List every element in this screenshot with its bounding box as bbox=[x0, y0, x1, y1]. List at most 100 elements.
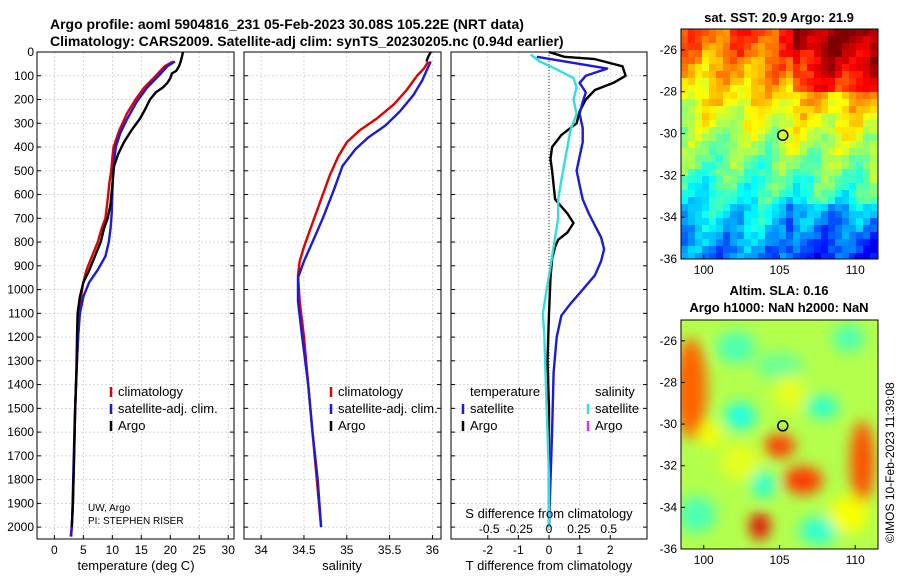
sst-cell bbox=[695, 148, 703, 156]
sst-cell bbox=[828, 204, 836, 212]
sst-cell bbox=[800, 232, 808, 240]
y-tick-label: 1500 bbox=[7, 401, 34, 415]
sst-cell bbox=[849, 78, 857, 86]
sst-cell bbox=[786, 141, 794, 149]
argo-line bbox=[70, 51, 185, 528]
sst-cell bbox=[842, 120, 850, 128]
y-tick-label: 200 bbox=[14, 93, 34, 107]
sst-cell bbox=[793, 92, 801, 100]
sst-cell bbox=[779, 71, 787, 79]
sst-cell bbox=[765, 162, 773, 170]
sst-cell bbox=[779, 43, 787, 51]
sst-cell bbox=[737, 225, 745, 233]
sst-cell bbox=[786, 50, 794, 58]
sst-cell bbox=[786, 218, 794, 226]
sst-cell bbox=[828, 113, 836, 121]
sst-cell bbox=[765, 218, 773, 226]
sst-cell bbox=[688, 225, 696, 233]
title-line-2: Climatology: CARS2009. Satellite-adj cli… bbox=[50, 33, 564, 49]
sst-cell bbox=[828, 176, 836, 184]
sst-cell bbox=[807, 253, 815, 259]
sst-cell bbox=[786, 246, 794, 254]
sst-cell bbox=[737, 64, 745, 72]
sst-cell bbox=[814, 183, 822, 191]
sst-cell bbox=[849, 106, 857, 114]
y-tick-label: 400 bbox=[14, 140, 34, 154]
sst-cell bbox=[870, 71, 878, 79]
sla-blob bbox=[807, 395, 839, 419]
y-tick-label: 600 bbox=[14, 188, 34, 202]
sst-cell bbox=[842, 71, 850, 79]
sst-cell bbox=[702, 64, 710, 72]
sst-cell bbox=[709, 211, 717, 219]
temperature-xlabel: temperature (deg C) bbox=[77, 558, 194, 573]
sst-cell bbox=[800, 64, 808, 72]
sst-cell bbox=[681, 50, 689, 58]
map-y-tick-label: -34 bbox=[660, 210, 678, 224]
sst-cell bbox=[856, 106, 864, 114]
sst-cell bbox=[765, 148, 773, 156]
sst-cell bbox=[681, 113, 689, 121]
sst-cell bbox=[821, 204, 829, 212]
sst-cell bbox=[807, 218, 815, 226]
sst-cell bbox=[730, 239, 738, 247]
sst-cell bbox=[786, 148, 794, 156]
sst-cell bbox=[800, 225, 808, 233]
sst-cell bbox=[835, 162, 843, 170]
sst-cell bbox=[716, 71, 724, 79]
sst-cell bbox=[807, 71, 815, 79]
sst-cell bbox=[723, 204, 731, 212]
sst-cell bbox=[772, 162, 780, 170]
sst-cell bbox=[849, 197, 857, 205]
map-x-tick-label: 105 bbox=[769, 263, 789, 277]
sst-cell bbox=[814, 50, 822, 58]
sst-cell bbox=[779, 183, 787, 191]
sst-cell bbox=[702, 71, 710, 79]
sst-cell bbox=[814, 43, 822, 51]
sst-cell bbox=[849, 36, 857, 44]
sst-cell bbox=[695, 127, 703, 135]
sst-cell bbox=[709, 197, 717, 205]
sst-cell bbox=[828, 43, 836, 51]
sst-cell bbox=[723, 92, 731, 100]
sst-cell bbox=[870, 36, 878, 44]
sst-cell bbox=[849, 218, 857, 226]
sst-cell bbox=[814, 141, 822, 149]
sst-cell bbox=[835, 50, 843, 58]
satellite-salinity-line bbox=[529, 53, 578, 528]
sst-cell bbox=[779, 155, 787, 163]
sst-cell bbox=[814, 190, 822, 198]
sst-cell bbox=[800, 155, 808, 163]
map-y-tick-label: -30 bbox=[660, 417, 678, 431]
sst-cell bbox=[870, 29, 878, 37]
sst-cell bbox=[863, 190, 871, 198]
sst-cell bbox=[793, 197, 801, 205]
sst-cell bbox=[863, 148, 871, 156]
sst-cell bbox=[751, 162, 759, 170]
sst-cell bbox=[863, 120, 871, 128]
sst-cell bbox=[793, 71, 801, 79]
sst-cell bbox=[765, 29, 773, 37]
sst-cell bbox=[849, 232, 857, 240]
map-x-tick-label: 100 bbox=[694, 263, 714, 277]
sst-cell bbox=[849, 99, 857, 107]
sst-cell bbox=[786, 64, 794, 72]
sst-cell bbox=[828, 246, 836, 254]
sst-cell bbox=[849, 183, 857, 191]
sst-cell bbox=[870, 113, 878, 121]
sst-cell bbox=[716, 50, 724, 58]
sst-cell bbox=[709, 176, 717, 184]
sst-cell bbox=[688, 71, 696, 79]
sst-cell bbox=[702, 225, 710, 233]
sst-cell bbox=[856, 29, 864, 37]
sst-cell bbox=[765, 246, 773, 254]
sst-cell bbox=[849, 204, 857, 212]
sst-cell bbox=[821, 218, 829, 226]
sst-cell bbox=[835, 253, 843, 259]
sst-cell bbox=[751, 92, 759, 100]
sst-cell bbox=[695, 204, 703, 212]
sst-cell bbox=[688, 85, 696, 93]
sst-cell bbox=[863, 43, 871, 51]
sst-cell bbox=[695, 218, 703, 226]
sst-cell bbox=[849, 120, 857, 128]
